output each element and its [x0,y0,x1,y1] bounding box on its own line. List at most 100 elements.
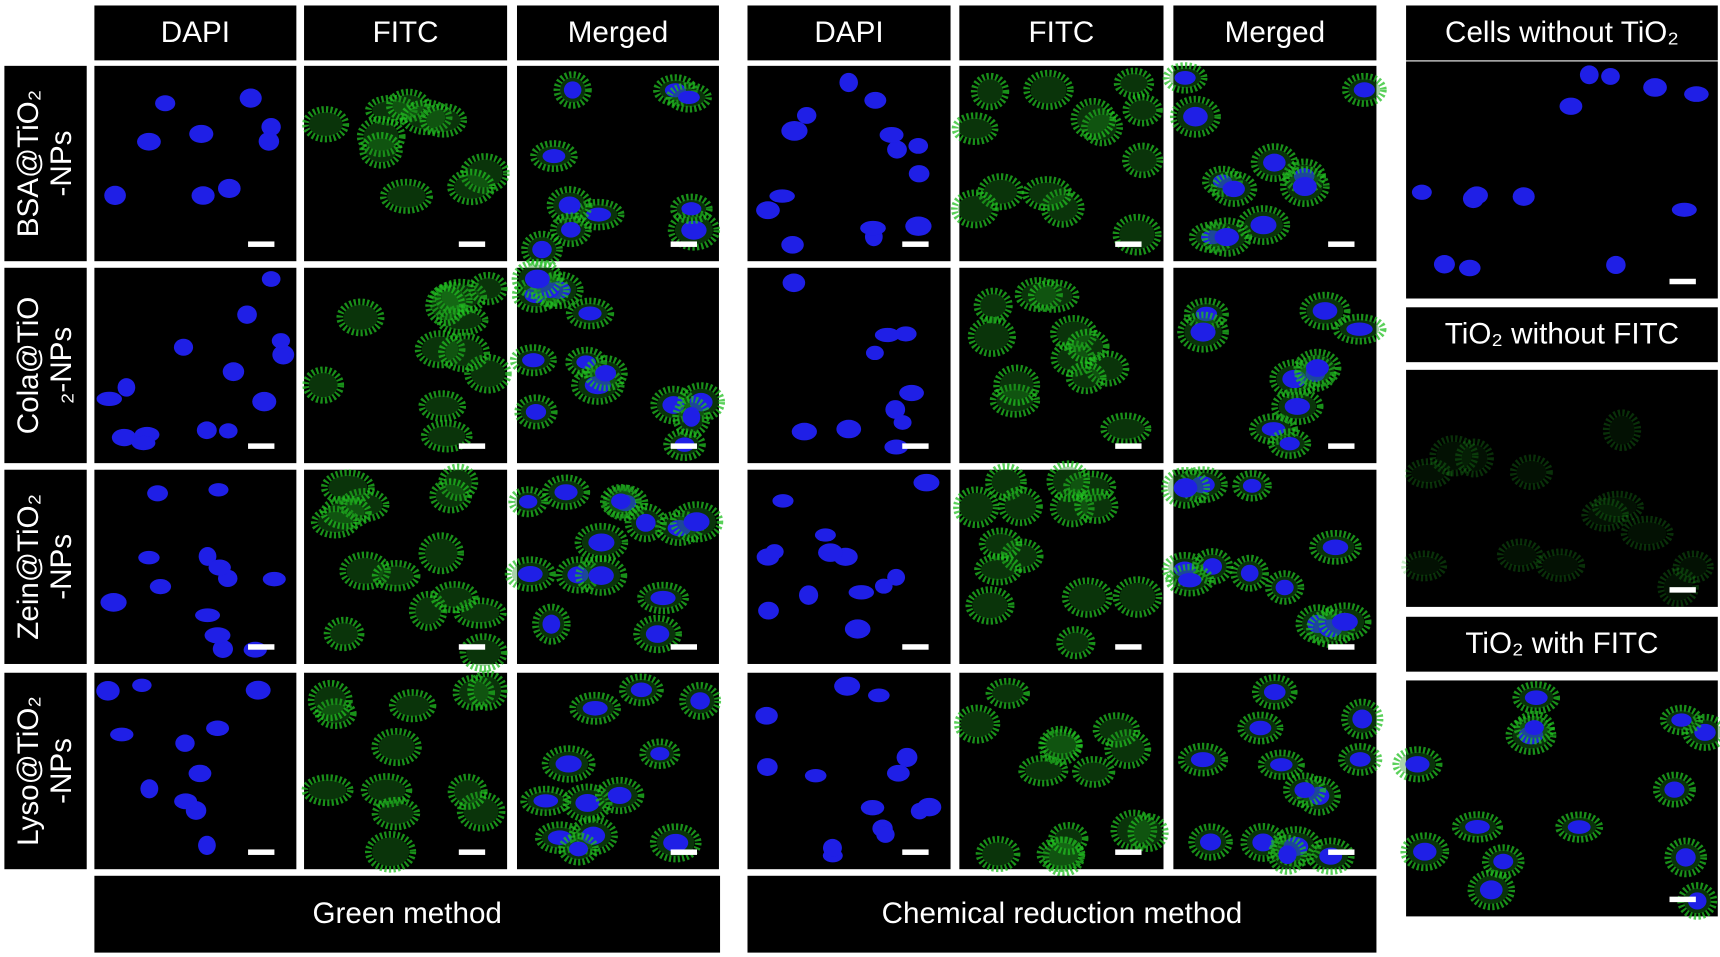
cytoplasm-fill [1117,815,1151,845]
cytoplasm [1652,771,1696,808]
nucleus [196,421,217,440]
cytoplasm [1201,165,1243,197]
control-label: TiO₂ without FITC [1445,318,1679,351]
cytoplasm [1100,412,1152,446]
cytoplasm [978,527,1023,561]
cytoplasm [1257,749,1305,780]
cytoplasm-fill [363,122,399,151]
cytoplasm [532,603,571,645]
nucleus [155,95,176,112]
cytoplasm [1240,822,1286,862]
nucleus [1524,690,1548,706]
cytoplasm [1299,291,1351,331]
cytoplasm [1104,729,1152,769]
cytoplasm-fill [473,676,502,705]
nucleus [533,794,559,808]
nucleus [198,546,217,566]
nucleus [547,830,572,845]
nucleus [239,88,262,108]
cytoplasm-fill [329,622,359,646]
nucleus [865,345,884,361]
cytoplasm [1018,754,1069,787]
nucleus [756,548,780,566]
row-label-box [4,65,87,262]
column-header [516,5,719,61]
nucleus [1459,259,1481,277]
micrograph-bg [304,267,508,464]
cytoplasm-fill [371,837,410,867]
scale-bar [1115,241,1142,247]
cytoplasm [970,72,1010,111]
nucleus [1312,302,1338,320]
cytoplasm [1496,538,1544,572]
cytoplasm-fill [1436,441,1472,471]
micrograph [953,460,1164,664]
micrograph-bg [747,672,951,870]
nucleus [252,391,277,412]
cytoplasm [1022,176,1073,212]
cytoplasm [1682,713,1720,751]
cytoplasm [1512,681,1561,715]
nucleus [782,273,806,293]
nucleus [189,124,214,143]
cytoplasm-fill [460,602,500,624]
cytoplasm-fill [1043,842,1079,867]
nucleus [1405,756,1430,773]
cytoplasm [599,484,642,519]
nucleus [635,513,656,532]
scale-bar [248,241,275,247]
cytoplasm [1392,746,1443,783]
cytoplasm [388,689,437,723]
cytoplasm [1065,361,1107,395]
nucleus [1322,539,1349,556]
row-label-line: Cola@TiO [12,297,45,435]
cytoplasm [447,773,488,810]
cytoplasm [624,503,667,543]
cytoplasm [670,193,713,225]
nucleus [585,207,612,222]
cytoplasm-fill [453,174,489,200]
nucleus [525,404,547,420]
nucleus [1349,752,1371,767]
micrograph [1173,672,1384,875]
nucleus [578,306,602,321]
cytoplasm [1535,548,1586,583]
nucleus [524,269,550,289]
nucleus [100,593,127,612]
micrograph [516,65,721,269]
cytoplasm-fill [958,117,992,140]
nucleus [582,700,608,716]
cytoplasm-fill [1068,583,1106,612]
nucleus [791,422,817,441]
cytoplasm-fill [308,111,343,137]
cytoplasm-fill [1119,582,1156,612]
cytoplasm-fill [425,395,460,417]
nucleus [886,764,910,782]
cytoplasm [511,258,564,300]
cytoplasm [1451,811,1504,843]
nucleus [1664,781,1685,798]
cytoplasm [459,633,508,673]
cytoplasm [1400,832,1450,872]
nucleus [555,755,582,773]
cytoplasm-fill [1047,194,1079,222]
cytoplasm [569,691,621,725]
nucleus [844,619,871,639]
cytoplasm [1110,809,1158,852]
cytoplasm [508,486,548,518]
cytoplasm [456,791,506,832]
cytoplasm [356,115,406,158]
nucleus [1567,820,1591,834]
row-label-line: -NPs [45,534,78,600]
row-label: Cola@TiO₂-NPs [12,297,78,435]
nucleus [1263,683,1286,701]
nucleus [1512,187,1535,206]
nucleus [796,107,817,124]
scale-bar [248,443,275,449]
nucleus [1411,184,1432,200]
cytoplasm [1341,72,1387,107]
cytoplasm [985,463,1027,501]
cytoplasm [977,173,1024,211]
cytoplasm [1177,311,1229,353]
method-label: Green method [313,897,502,930]
